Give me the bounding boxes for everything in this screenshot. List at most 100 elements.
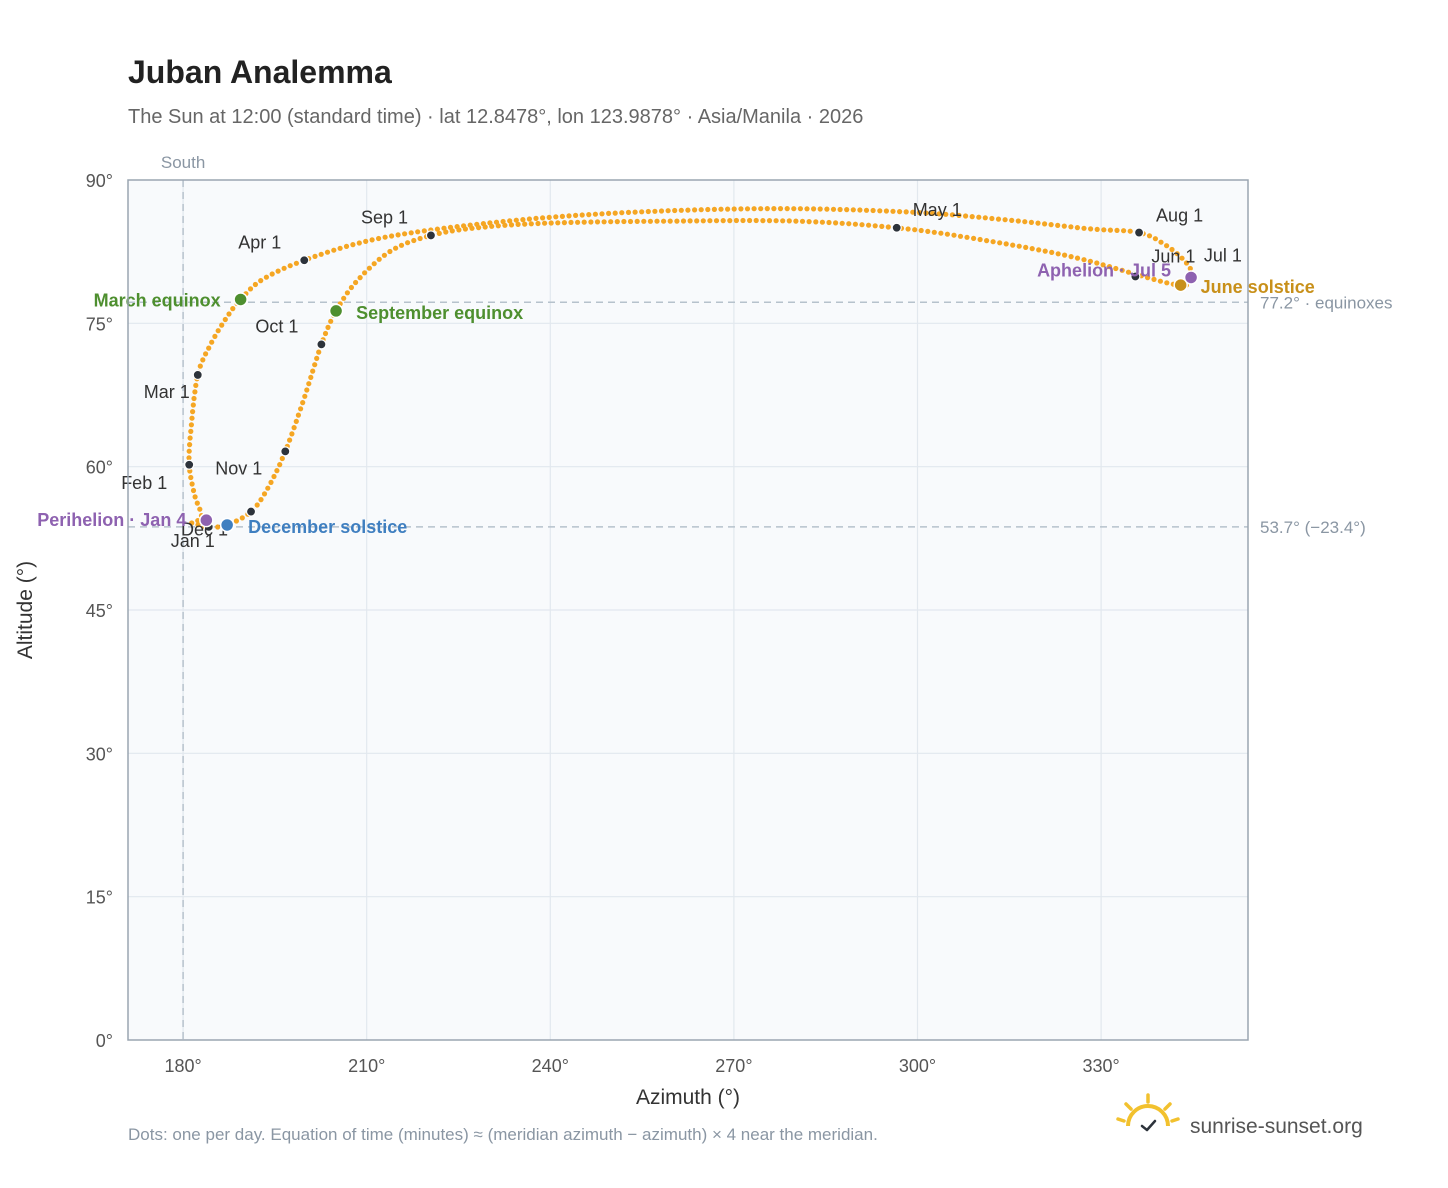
daily-dot	[819, 219, 826, 225]
daily-dot	[601, 219, 607, 225]
daily-dot	[984, 238, 990, 244]
daily-dot	[405, 240, 411, 246]
daily-dot	[1164, 280, 1170, 286]
month-label: Aug 1	[1156, 206, 1203, 226]
daily-dot	[371, 261, 377, 267]
daily-dot	[897, 209, 903, 215]
daily-dot	[1003, 241, 1009, 247]
daily-dot	[254, 502, 260, 508]
daily-dot	[312, 362, 318, 368]
month-marker	[280, 446, 291, 457]
daily-dot	[1174, 251, 1180, 257]
daily-dot	[672, 207, 678, 214]
daily-dot	[561, 220, 568, 226]
daily-dot	[381, 252, 387, 258]
event-marker	[328, 303, 344, 319]
daily-dot	[306, 381, 312, 387]
daily-dot	[298, 406, 304, 412]
daily-dot	[944, 231, 951, 237]
daily-dot	[546, 214, 552, 220]
daily-dot	[652, 208, 658, 214]
daily-dot	[738, 206, 744, 212]
daily-dot	[436, 230, 442, 236]
daily-dot	[711, 206, 718, 212]
daily-dot	[824, 206, 830, 212]
daily-dot	[969, 214, 975, 220]
month-label: Jun 1	[1151, 247, 1195, 267]
daily-dot	[1164, 243, 1170, 249]
daily-dot	[989, 215, 995, 222]
daily-dot	[324, 249, 331, 255]
daily-dot	[269, 271, 275, 277]
daily-dot	[398, 242, 405, 248]
daily-dot	[393, 245, 399, 251]
daily-dot	[905, 226, 911, 232]
daily-dot	[566, 213, 572, 219]
daily-dot	[581, 219, 587, 225]
daily-dot	[1061, 223, 1067, 229]
daily-dot	[879, 223, 885, 229]
daily-dot	[206, 345, 212, 351]
daily-dot	[694, 218, 700, 224]
daily-dot	[353, 279, 359, 286]
chart-title: Juban Analemma	[128, 54, 392, 90]
daily-dot	[654, 218, 660, 224]
daily-dot	[1002, 217, 1008, 223]
daily-dot	[291, 425, 297, 431]
daily-dot	[645, 208, 651, 215]
daily-dot	[678, 207, 684, 213]
grid	[128, 180, 1248, 1040]
daily-dot	[222, 316, 228, 323]
daily-dot	[197, 363, 203, 369]
brand-logo: sunrise-sunset.org	[1116, 1093, 1363, 1138]
daily-dot	[687, 218, 693, 224]
daily-dot	[625, 209, 632, 215]
daily-dot	[1106, 264, 1113, 270]
daily-dot	[1042, 248, 1048, 254]
daily-dot	[247, 286, 254, 292]
daily-dot	[1100, 262, 1106, 268]
daily-dot	[1145, 275, 1151, 281]
daily-dot	[707, 218, 713, 224]
daily-dot	[692, 207, 698, 213]
daily-dot	[258, 278, 264, 284]
daily-dot	[469, 225, 475, 231]
daily-dot	[1048, 222, 1054, 228]
daily-dot	[698, 207, 704, 213]
daily-dot	[713, 218, 720, 224]
daily-dot	[195, 518, 201, 524]
daily-dot	[833, 220, 839, 226]
daily-dot	[793, 218, 799, 224]
daily-dot	[310, 368, 316, 374]
daily-dot	[1087, 258, 1093, 264]
daily-dot	[632, 209, 638, 215]
daily-dot	[197, 506, 203, 512]
daily-dot	[1074, 255, 1081, 261]
daily-dot	[586, 212, 592, 218]
daily-dot	[535, 220, 541, 227]
daily-dot	[910, 209, 916, 215]
daily-dot	[700, 218, 706, 224]
daily-dot	[194, 500, 200, 506]
daily-dot	[1169, 246, 1175, 253]
x-tick-label: 240°	[532, 1056, 569, 1076]
daily-dot	[369, 237, 375, 243]
daily-dot	[1068, 224, 1074, 230]
daily-dot	[1158, 239, 1164, 245]
daily-dot	[279, 455, 285, 462]
month-label: Jan 1	[171, 531, 215, 551]
daily-dot	[363, 238, 369, 244]
event-marker	[219, 517, 235, 533]
daily-dot	[1010, 242, 1016, 248]
daily-dot	[850, 207, 856, 213]
daily-dot	[990, 239, 996, 245]
month-marker	[299, 255, 310, 266]
reference-lines: South 77.2° · equinoxes 53.7° (−23.4°)	[128, 153, 1393, 1040]
daily-dot	[189, 520, 195, 526]
daily-dot	[462, 226, 468, 232]
daily-dot	[740, 217, 746, 224]
month-label: Feb 1	[121, 473, 167, 493]
daily-dot	[293, 260, 299, 266]
daily-dot	[665, 208, 671, 214]
daily-dot	[325, 324, 331, 330]
